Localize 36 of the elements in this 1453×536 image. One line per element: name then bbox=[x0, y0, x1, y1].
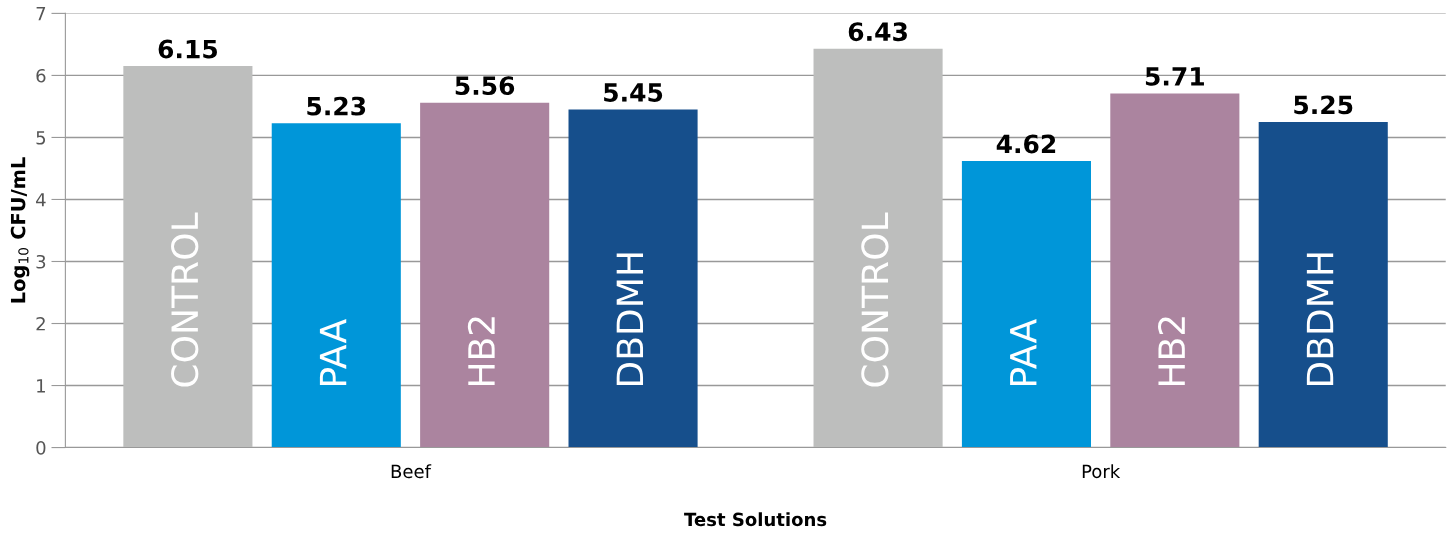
y-tick-label: 7 bbox=[36, 7, 46, 21]
bar bbox=[813, 48, 943, 448]
text: HB2 bbox=[1158, 317, 1185, 386]
y-tick-label: 0 bbox=[36, 441, 46, 455]
y-tick-label: 6 bbox=[36, 68, 46, 83]
data-label: 5.25 bbox=[1294, 95, 1353, 115]
data-label: 5.56 bbox=[455, 76, 515, 96]
data-label: 5.71 bbox=[1145, 67, 1204, 86]
text: PAA bbox=[319, 319, 347, 386]
bar bbox=[961, 161, 1091, 448]
series-label: DBDMH bbox=[616, 253, 644, 386]
bar bbox=[1110, 93, 1240, 448]
x-tick-label: Pork bbox=[1082, 464, 1121, 479]
bar bbox=[420, 102, 550, 448]
text: DBDMH bbox=[1306, 253, 1334, 386]
series-label: HB2 bbox=[467, 317, 495, 386]
y-axis-title: Log$_{10}$ CFU/mL bbox=[10, 157, 30, 303]
data-label: 6.43 bbox=[848, 22, 907, 42]
data-label: 6.15 bbox=[158, 39, 217, 59]
bar bbox=[123, 66, 253, 448]
x-tick-label: Beef bbox=[391, 464, 432, 479]
series-label: PAA bbox=[1010, 319, 1037, 386]
bar bbox=[271, 123, 401, 448]
y-tick-label: 5 bbox=[36, 131, 46, 145]
y-tick-label: 2 bbox=[36, 316, 45, 331]
y-tick-label: 1 bbox=[37, 379, 45, 393]
data-label: 4.62 bbox=[996, 134, 1056, 154]
series-label: CONTROL bbox=[171, 212, 199, 387]
bar bbox=[568, 109, 698, 448]
y-tick-label: 3 bbox=[36, 254, 46, 269]
y-tick-label: 4 bbox=[36, 193, 46, 207]
bar bbox=[1258, 121, 1388, 448]
text: CONTROL bbox=[861, 212, 889, 387]
x-axis-title: Test Solutions bbox=[684, 512, 827, 527]
data-label: 5.23 bbox=[307, 96, 366, 116]
data-label: 5.45 bbox=[604, 83, 663, 102]
